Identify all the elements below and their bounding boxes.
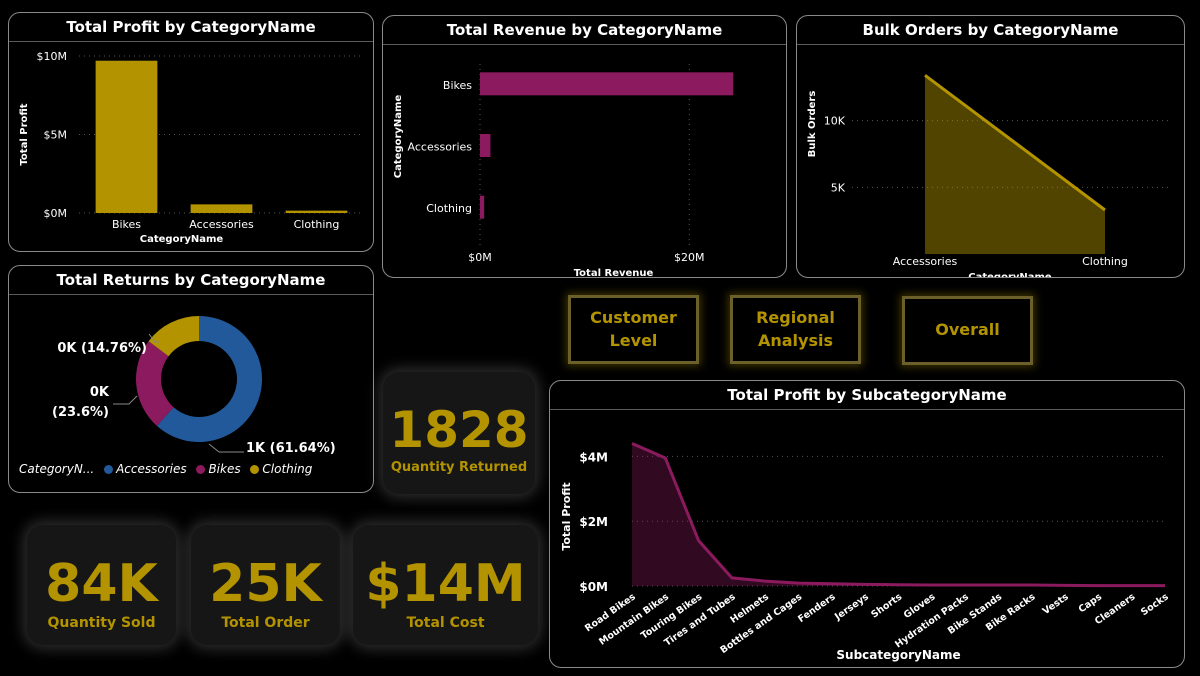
- x-axis-label: CategoryName: [140, 234, 224, 245]
- kpi-label: Total Order: [221, 615, 310, 631]
- overall-button[interactable]: Overall: [902, 296, 1033, 365]
- chart-title: Bulk Orders by CategoryName: [797, 16, 1184, 45]
- bar-clothing: [285, 210, 348, 213]
- legend-dot-clothing: [250, 465, 260, 474]
- chart-title: Total Revenue by CategoryName: [383, 16, 786, 45]
- legend-title: CategoryN...: [19, 462, 95, 476]
- quantity-sold-card: 84K Quantity Sold: [27, 525, 176, 645]
- x-axis-label: CategoryName: [968, 272, 1052, 278]
- y-axis-label: Total Profit: [560, 482, 573, 550]
- kpi-value: $14M: [365, 554, 526, 614]
- bar-bikes: [95, 60, 158, 214]
- y-tick-label: 5K: [831, 181, 846, 194]
- y-tick-label: $0M: [579, 580, 608, 594]
- y-tick-label: Accessories: [408, 141, 473, 154]
- y-axis-label: Bulk Orders: [807, 91, 818, 158]
- bar-accessories: [190, 204, 253, 213]
- slice-clothing: [148, 316, 199, 357]
- area-fill: [632, 443, 1165, 586]
- kpi-label: Quantity Returned: [390, 460, 528, 475]
- kpi-value: 25K: [209, 554, 322, 614]
- kpi-value: 84K: [45, 554, 158, 614]
- bulk-orders-chart: 5K 10K Accessories Clothing CategoryName Bulk…: [807, 74, 1172, 278]
- x-tick-label: Fenders: [796, 591, 838, 625]
- x-tick-label: Shorts: [869, 591, 904, 620]
- chart-title: Total Profit by CategoryName: [9, 13, 373, 42]
- y-axis-label: Total Profit: [19, 103, 30, 165]
- regional-analysis-button[interactable]: Regional Analysis: [730, 295, 861, 364]
- y-tick-label: $2M: [579, 515, 608, 529]
- x-tick-label: $20M: [674, 251, 705, 264]
- y-tick-label: $10M: [37, 50, 68, 63]
- slice-accessories: [156, 316, 262, 442]
- x-tick-label: Accessories: [189, 218, 254, 231]
- chart-title: Total Returns by CategoryName: [9, 266, 373, 295]
- series-line: [924, 74, 1106, 212]
- label-leader: [148, 333, 159, 343]
- y-axis-label: CategoryName: [393, 95, 404, 179]
- area-fill: [925, 75, 1105, 254]
- x-tick-label: Bikes: [112, 218, 141, 231]
- bulk-orders-panel: Bulk Orders by CategoryName 5K 10K Accesso…: [796, 15, 1185, 278]
- returns-legend: CategoryN... Accessories Bikes Clothing: [19, 462, 312, 476]
- x-tick-label: Socks: [1139, 591, 1171, 618]
- series-line: [631, 442, 1165, 588]
- chart-title: Total Profit by SubcategoryName: [550, 381, 1184, 410]
- x-axis-label: Total Revenue: [574, 268, 654, 278]
- kpi-value: 1828: [389, 401, 529, 459]
- x-tick-label: Clothing: [1082, 255, 1128, 268]
- legend-item-bikes: Bikes: [208, 462, 241, 476]
- slice-bikes: [136, 341, 174, 426]
- label-leader: [113, 395, 138, 405]
- quantity-returned-card: 1828 Quantity Returned: [383, 372, 535, 494]
- returns-by-category-panel: Total Returns by CategoryName 1K (61.64%…: [8, 265, 374, 493]
- data-label: (23.6%): [52, 405, 109, 420]
- legend-item-accessories: Accessories: [116, 462, 187, 476]
- x-tick-label: Vests: [1041, 591, 1071, 617]
- revenue-by-category-chart: $0M $20M Bikes Accessories Clothing Total Rev…: [393, 64, 734, 278]
- y-tick-label: $0M: [44, 207, 68, 220]
- legend-dot-bikes: [196, 465, 206, 474]
- bar-bikes: [480, 72, 734, 96]
- profit-by-category-chart: $0M $5M $10M Bikes Accessories Clothing Catego…: [19, 50, 364, 245]
- x-tick-label: Accessories: [893, 255, 958, 268]
- x-axis-label: SubcategoryName: [836, 648, 960, 662]
- x-tick-label: $0M: [468, 251, 492, 264]
- customer-level-button[interactable]: Customer Level: [568, 295, 699, 364]
- y-tick-label: Bikes: [443, 79, 472, 92]
- x-tick-label: Jerseys: [832, 591, 871, 623]
- profit-by-subcategory-panel: Total Profit by SubcategoryName $0M $2M $4…: [549, 380, 1185, 668]
- y-tick-label: 10K: [824, 115, 846, 128]
- y-tick-label: Clothing: [426, 202, 472, 215]
- x-tick-label: Caps: [1077, 591, 1105, 615]
- total-order-card: 25K Total Order: [191, 525, 340, 645]
- revenue-by-category-panel: Total Revenue by CategoryName $0M $20M Bik…: [382, 15, 787, 278]
- legend-item-clothing: Clothing: [262, 462, 313, 476]
- data-label: 0K (14.76%): [57, 341, 147, 356]
- label-leader: [208, 443, 244, 453]
- bar-clothing: [480, 195, 485, 219]
- returns-donut-chart: 1K (61.64%) 0K (23.6%) 0K (14.76%): [52, 316, 336, 456]
- legend-dot-accessories: [104, 465, 114, 474]
- data-label: 0K: [90, 385, 110, 400]
- bar-accessories: [480, 134, 491, 157]
- y-tick-label: $5M: [44, 129, 68, 142]
- x-tick-label: Clothing: [294, 218, 340, 231]
- kpi-label: Quantity Sold: [47, 615, 156, 631]
- kpi-label: Total Cost: [406, 615, 485, 631]
- y-tick-label: $4M: [579, 450, 608, 464]
- data-label: 1K (61.64%): [246, 441, 336, 456]
- profit-by-category-panel: Total Profit by CategoryName $0M $5M $10M B…: [8, 12, 374, 252]
- total-cost-card: $14M Total Cost: [353, 525, 538, 645]
